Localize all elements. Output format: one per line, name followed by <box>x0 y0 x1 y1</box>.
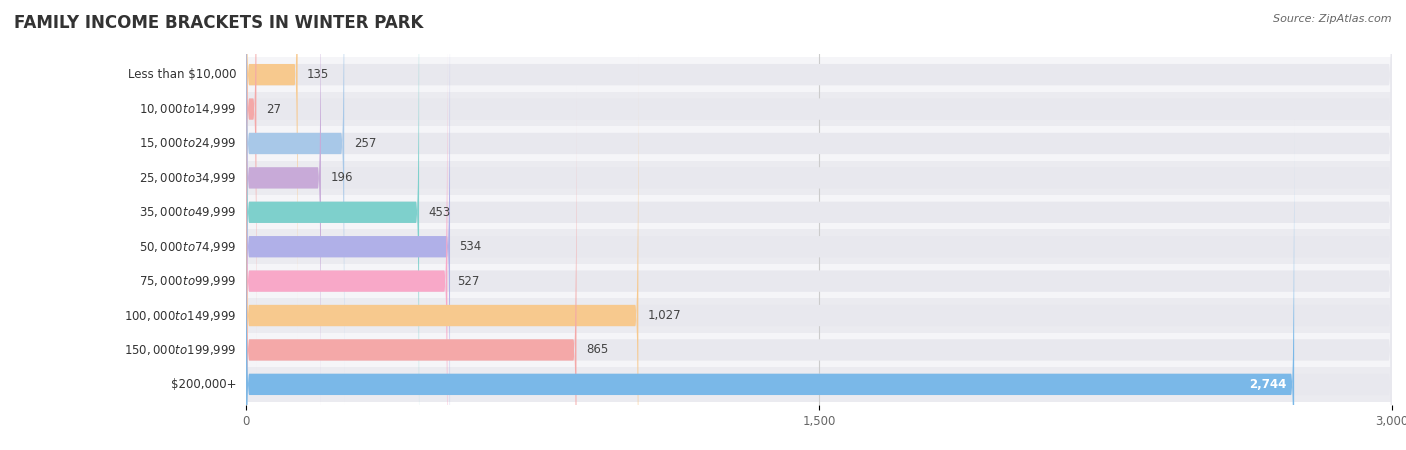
Text: 135: 135 <box>307 68 329 81</box>
Bar <box>246 367 1392 401</box>
Text: 865: 865 <box>586 343 609 356</box>
Text: 534: 534 <box>460 240 482 253</box>
FancyBboxPatch shape <box>246 0 1392 408</box>
FancyBboxPatch shape <box>246 17 1392 450</box>
FancyBboxPatch shape <box>246 86 1392 450</box>
FancyBboxPatch shape <box>246 0 344 408</box>
Text: $10,000 to $14,999: $10,000 to $14,999 <box>139 102 236 116</box>
Text: $25,000 to $34,999: $25,000 to $34,999 <box>139 171 236 185</box>
Text: 1,027: 1,027 <box>648 309 682 322</box>
FancyBboxPatch shape <box>246 0 1392 374</box>
Text: $100,000 to $149,999: $100,000 to $149,999 <box>125 309 236 323</box>
FancyBboxPatch shape <box>246 0 298 339</box>
Text: $75,000 to $99,999: $75,000 to $99,999 <box>139 274 236 288</box>
FancyBboxPatch shape <box>246 0 1392 339</box>
FancyBboxPatch shape <box>246 0 256 374</box>
Text: $150,000 to $199,999: $150,000 to $199,999 <box>125 343 236 357</box>
Bar <box>246 298 1392 333</box>
Text: Less than $10,000: Less than $10,000 <box>128 68 236 81</box>
FancyBboxPatch shape <box>246 0 419 450</box>
FancyBboxPatch shape <box>246 0 321 442</box>
Bar <box>246 58 1392 92</box>
FancyBboxPatch shape <box>246 0 1392 450</box>
Text: $200,000+: $200,000+ <box>172 378 236 391</box>
Text: 453: 453 <box>429 206 451 219</box>
Text: $50,000 to $74,999: $50,000 to $74,999 <box>139 240 236 254</box>
FancyBboxPatch shape <box>246 0 1392 442</box>
Bar <box>246 92 1392 126</box>
Text: FAMILY INCOME BRACKETS IN WINTER PARK: FAMILY INCOME BRACKETS IN WINTER PARK <box>14 14 423 32</box>
FancyBboxPatch shape <box>246 51 1392 450</box>
Text: $35,000 to $49,999: $35,000 to $49,999 <box>139 205 236 219</box>
Bar <box>246 333 1392 367</box>
Text: 196: 196 <box>330 171 353 184</box>
FancyBboxPatch shape <box>246 0 450 450</box>
Text: Source: ZipAtlas.com: Source: ZipAtlas.com <box>1274 14 1392 23</box>
Bar <box>246 230 1392 264</box>
FancyBboxPatch shape <box>246 120 1294 450</box>
Bar <box>246 264 1392 298</box>
Bar <box>246 126 1392 161</box>
FancyBboxPatch shape <box>246 0 1392 450</box>
Text: $15,000 to $24,999: $15,000 to $24,999 <box>139 136 236 150</box>
FancyBboxPatch shape <box>246 120 1392 450</box>
FancyBboxPatch shape <box>246 17 447 450</box>
FancyBboxPatch shape <box>246 86 576 450</box>
Text: 2,744: 2,744 <box>1249 378 1286 391</box>
FancyBboxPatch shape <box>246 51 638 450</box>
Text: 27: 27 <box>266 103 281 116</box>
Bar <box>246 195 1392 230</box>
Text: 257: 257 <box>354 137 377 150</box>
Text: 527: 527 <box>457 274 479 288</box>
Bar <box>246 161 1392 195</box>
